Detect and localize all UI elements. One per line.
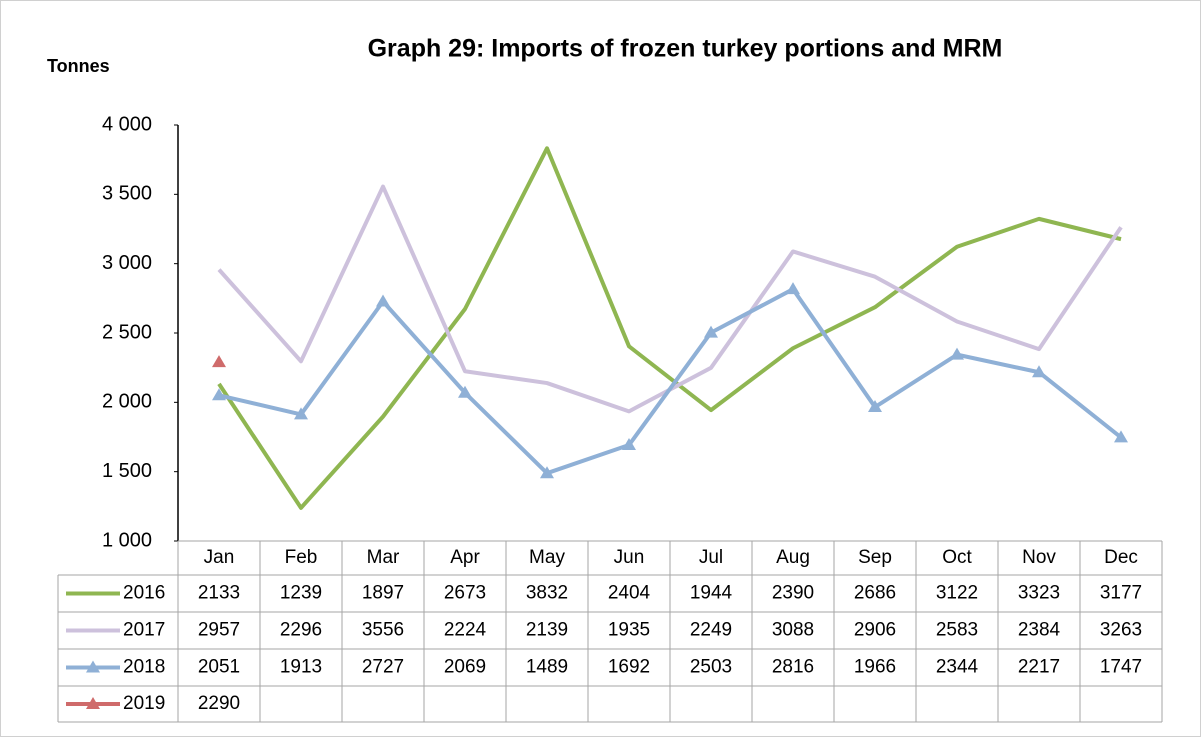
y-tick-label: 3 000	[102, 252, 152, 274]
table-value: 2051	[198, 657, 240, 678]
table-value: 2727	[362, 657, 404, 678]
table-value: 2686	[854, 583, 896, 604]
table-value: 1913	[280, 657, 322, 678]
marker	[622, 438, 636, 451]
table-value: 2224	[444, 620, 487, 641]
legend-label: 2019	[123, 693, 165, 714]
chart-title: Graph 29: Imports of frozen turkey porti…	[368, 35, 1003, 63]
marker	[86, 697, 100, 709]
table-value: 2296	[280, 620, 322, 641]
table-value: 1239	[280, 583, 322, 604]
legend-label: 2018	[123, 657, 165, 678]
table-value: 2503	[690, 657, 732, 678]
marker	[786, 282, 800, 295]
marker	[212, 355, 226, 368]
table-value: 2673	[444, 583, 486, 604]
table-value: 2344	[936, 657, 979, 678]
x-tick-label: Aug	[776, 547, 810, 568]
legend-label: 2016	[123, 583, 165, 604]
y-tick-label: 1 000	[102, 529, 152, 551]
table-value: 2133	[198, 583, 240, 604]
marker	[86, 660, 100, 673]
marker	[1032, 365, 1046, 378]
marker	[950, 347, 964, 360]
table-value: 3832	[526, 583, 568, 604]
table-value: 3088	[772, 620, 814, 641]
table-value: 1747	[1100, 657, 1142, 678]
x-tick-label: May	[529, 547, 565, 568]
y-tick-label: 2 500	[102, 321, 152, 343]
table-value: 1966	[854, 657, 896, 678]
y-tick-label: 2 000	[102, 391, 152, 413]
table-value: 2390	[772, 583, 814, 604]
marker	[704, 325, 718, 338]
table-value: 2404	[608, 583, 651, 604]
x-tick-label: Mar	[367, 547, 400, 568]
marker	[540, 466, 554, 479]
series-line	[217, 146, 1122, 510]
table-value: 3323	[1018, 583, 1060, 604]
y-tick-label: 3 500	[102, 183, 152, 205]
marker	[868, 400, 882, 413]
marker	[212, 388, 226, 401]
table-value: 3263	[1100, 620, 1142, 641]
marker	[458, 385, 472, 398]
table-value: 1692	[608, 657, 650, 678]
table-value: 2384	[1018, 620, 1061, 641]
marker	[376, 294, 390, 307]
table-value: 2249	[690, 620, 732, 641]
x-tick-label: Oct	[942, 547, 972, 568]
x-tick-label: Jun	[614, 547, 645, 568]
table-value: 2816	[772, 657, 814, 678]
table-value: 1489	[526, 657, 568, 678]
series-line	[218, 287, 1123, 476]
x-tick-label: Dec	[1104, 547, 1138, 568]
y-tick-label: 4 000	[102, 113, 152, 135]
x-tick-label: Jan	[204, 547, 235, 568]
x-tick-label: Apr	[450, 547, 480, 568]
x-tick-label: Feb	[285, 547, 318, 568]
table-value: 2906	[854, 620, 896, 641]
table-value: 2217	[1018, 657, 1060, 678]
marker	[1114, 430, 1128, 443]
legend-label: 2017	[123, 620, 165, 641]
table-value: 2290	[198, 693, 240, 714]
x-tick-label: Sep	[858, 547, 892, 568]
y-axis-label: Tonnes	[47, 56, 110, 76]
marker	[294, 407, 308, 420]
table-value: 2957	[198, 620, 240, 641]
table-value: 1944	[690, 583, 733, 604]
table-value: 1897	[362, 583, 404, 604]
y-tick-label: 1 500	[102, 460, 152, 482]
table-value: 2583	[936, 620, 978, 641]
table-value: 2069	[444, 657, 486, 678]
table-value: 3556	[362, 620, 404, 641]
x-tick-label: Nov	[1022, 547, 1056, 568]
table-value: 1935	[608, 620, 650, 641]
x-tick-label: Jul	[699, 547, 723, 568]
table-value: 3177	[1100, 583, 1142, 604]
table-value: 3122	[936, 583, 978, 604]
table-value: 2139	[526, 620, 568, 641]
